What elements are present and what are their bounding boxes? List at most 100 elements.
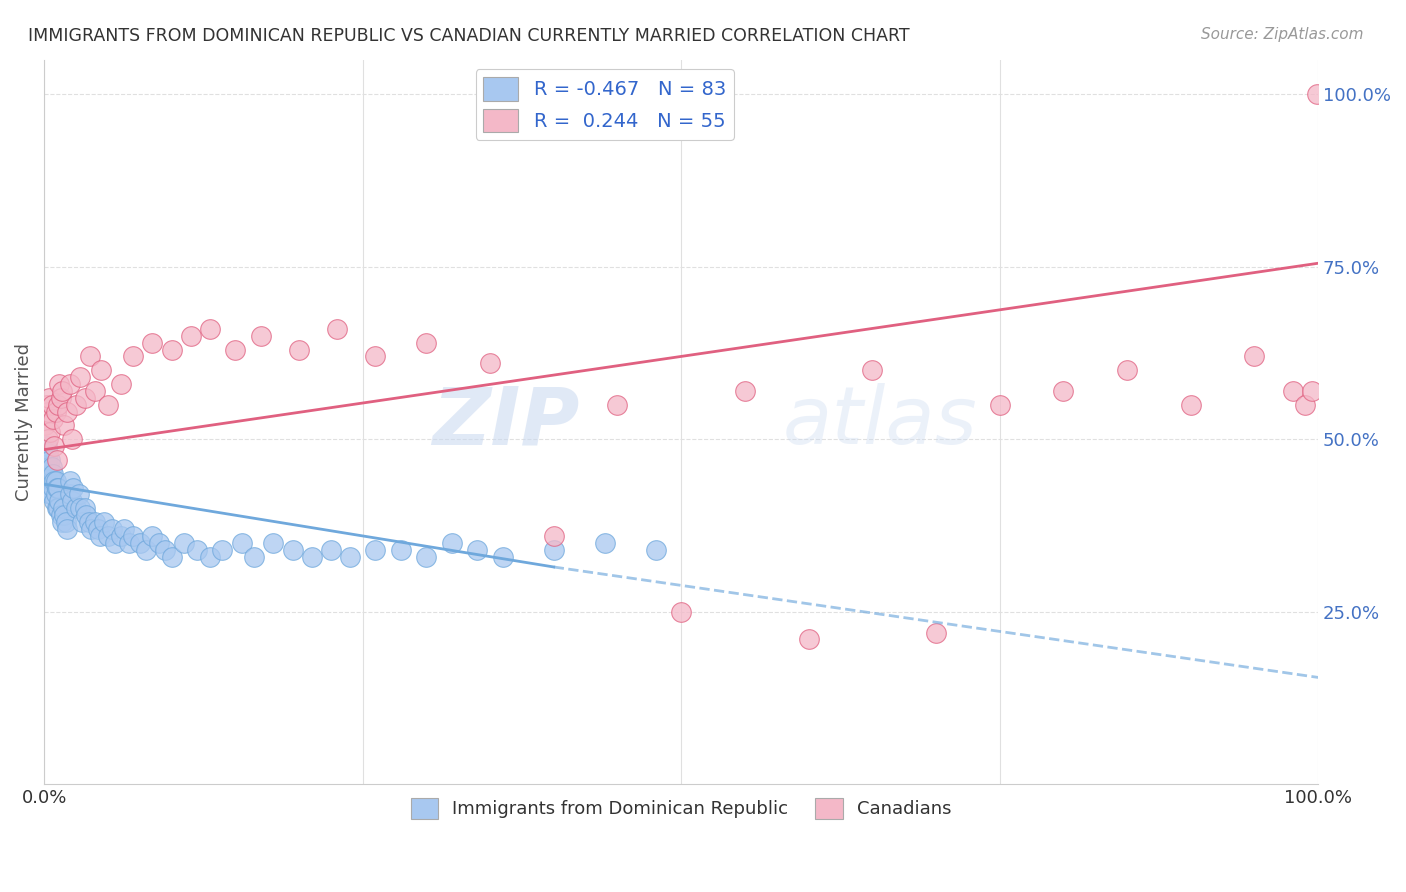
Point [86,522,108,536]
Point [339,549,361,564]
Point [141,529,163,543]
Point [46,501,69,516]
Point [73,501,96,516]
Point [67,487,90,501]
Point [60,494,83,508]
Point [35,467,58,481]
Point [55,515,77,529]
Point [224,343,246,357]
Point [58,377,80,392]
Point [543,542,565,557]
Point [56,405,79,419]
Point [160,343,183,357]
Point [84,384,107,398]
Point [479,356,502,370]
Point [326,322,349,336]
Point [128,536,150,550]
Point [79,350,101,364]
Point [440,536,463,550]
Point [38,481,60,495]
Point [42,411,65,425]
Point [415,549,437,564]
Point [198,549,221,564]
Point [48,377,70,392]
Point [65,398,87,412]
Point [153,542,176,557]
Point [34,446,56,460]
Point [1294,398,1316,412]
Point [38,459,60,474]
Point [34,418,56,433]
Point [104,536,127,550]
Point [249,328,271,343]
Point [180,328,202,343]
Point [58,487,80,501]
Point [89,529,111,543]
Point [35,453,58,467]
Point [37,446,59,460]
Point [288,343,311,357]
Point [42,467,65,481]
Text: atlas: atlas [783,383,977,461]
Point [669,605,692,619]
Point [231,536,253,550]
Point [543,529,565,543]
Point [41,398,63,412]
Point [45,487,67,501]
Point [52,501,75,516]
Point [34,459,56,474]
Point [42,481,65,495]
Point [53,508,76,523]
Point [39,487,62,501]
Point [141,335,163,350]
Point [110,529,132,543]
Point [41,459,63,474]
Point [644,542,666,557]
Point [281,542,304,557]
Point [65,501,87,516]
Point [69,501,91,516]
Point [93,515,115,529]
Point [100,522,122,536]
Point [37,432,59,446]
Point [112,522,135,536]
Point [58,474,80,488]
Point [211,542,233,557]
Point [62,481,84,495]
Point [75,508,97,523]
Point [415,335,437,350]
Point [35,398,58,412]
Y-axis label: Currently Married: Currently Married [15,343,32,501]
Point [37,459,59,474]
Point [1281,384,1303,398]
Point [41,487,63,501]
Point [41,474,63,488]
Point [60,432,83,446]
Text: Source: ZipAtlas.com: Source: ZipAtlas.com [1201,27,1364,42]
Point [49,508,72,523]
Point [51,515,73,529]
Point [148,536,170,550]
Point [465,542,488,557]
Point [186,542,208,557]
Point [49,391,72,405]
Point [69,370,91,384]
Legend: Immigrants from Dominican Republic, Canadians: Immigrants from Dominican Republic, Cana… [404,791,959,826]
Point [46,481,69,495]
Point [48,494,70,508]
Point [51,384,73,398]
Point [34,474,56,488]
Point [39,425,62,440]
Point [860,363,883,377]
Point [39,453,62,467]
Point [492,549,515,564]
Point [1116,363,1139,377]
Point [243,549,266,564]
Point [135,542,157,557]
Point [319,542,342,557]
Point [198,322,221,336]
Point [173,536,195,550]
Point [122,529,145,543]
Point [45,405,67,419]
Point [160,549,183,564]
